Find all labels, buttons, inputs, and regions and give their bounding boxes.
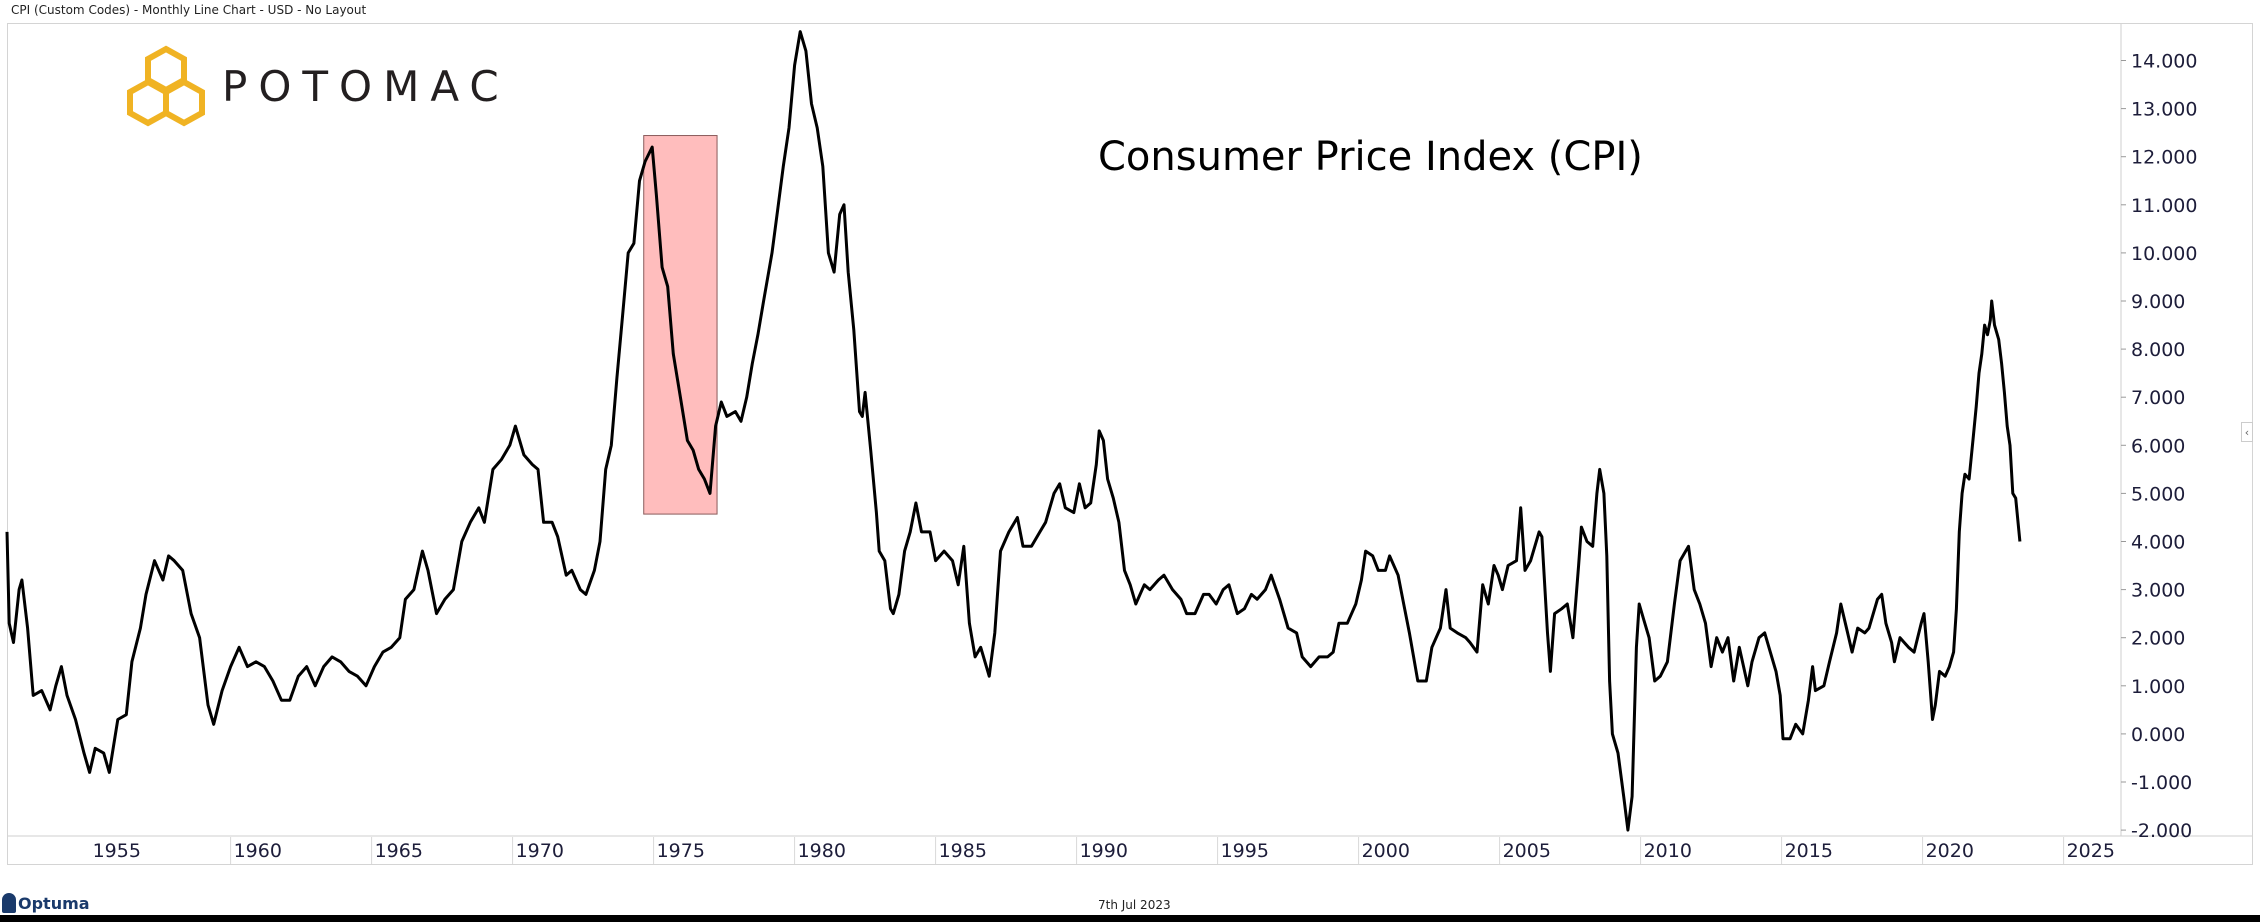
y-tick-label: 7.000	[2131, 387, 2185, 409]
y-tick-label: 1.000	[2131, 676, 2185, 698]
y-tick-label: 2.000	[2131, 628, 2185, 650]
chart-title: Consumer Price Index (CPI)	[1098, 134, 1643, 180]
x-tick-label: 2020	[1926, 840, 1974, 862]
x-tick-label: 1965	[375, 840, 423, 862]
y-tick-label: 3.000	[2131, 580, 2185, 602]
x-tick-label: 2015	[1785, 840, 1833, 862]
optuma-logo: Optuma	[2, 893, 90, 913]
x-tick-label: 2000	[1362, 840, 1410, 862]
x-tick-label: 1970	[516, 840, 564, 862]
cpi-series-line	[5, 30, 2022, 832]
y-tick-label: 11.000	[2131, 195, 2197, 217]
chart-frame	[7, 23, 2253, 865]
y-tick-label: -2.000	[2131, 820, 2192, 842]
y-tick-label: 5.000	[2131, 483, 2185, 505]
x-tick-label: 1955	[93, 840, 141, 862]
x-tick-label: 1980	[798, 840, 846, 862]
y-tick-label: 8.000	[2131, 339, 2185, 361]
x-tick-label: 2010	[1644, 840, 1692, 862]
x-tick-label: 1990	[1080, 840, 1128, 862]
y-tick-label: 10.000	[2131, 243, 2197, 265]
x-tick-label: 2025	[2067, 840, 2115, 862]
optuma-logo-text: Optuma	[18, 893, 90, 913]
x-tick-label: 1995	[1221, 840, 1269, 862]
x-tick-label: 2005	[1503, 840, 1551, 862]
bottom-bar	[0, 915, 2260, 922]
y-tick-label: -1.000	[2131, 772, 2192, 794]
x-tick-label: 1975	[657, 840, 705, 862]
potomac-hexagon-icon	[127, 45, 205, 127]
potomac-brand-text: POTOMAC	[222, 62, 510, 111]
y-tick-label: 9.000	[2131, 291, 2185, 313]
y-tick-label: 0.000	[2131, 724, 2185, 746]
chart-window-title: CPI (Custom Codes) - Monthly Line Chart …	[11, 3, 367, 17]
y-tick-label: 4.000	[2131, 532, 2185, 554]
optuma-logo-mark	[2, 893, 16, 913]
chevron-left-icon: ‹	[2244, 426, 2250, 439]
y-tick-label: 6.000	[2131, 435, 2185, 457]
x-axis[interactable]: 1955 1960 1965 1970 1975 1980 1985 1990 1995 2000…	[93, 837, 2115, 864]
x-tick-label: 1960	[234, 840, 282, 862]
potomac-logo: POTOMAC	[127, 45, 510, 127]
y-tick-label: 12.000	[2131, 147, 2197, 169]
x-tick-label: 1985	[939, 840, 987, 862]
y-tick-label: 13.000	[2131, 99, 2197, 121]
y-tick-label: 14.000	[2131, 51, 2197, 73]
side-panel-toggle[interactable]: ‹	[2241, 422, 2253, 442]
y-axis[interactable]: 14.000 13.000 12.000 11.000 10.000 9.000 8.000…	[2121, 51, 2197, 843]
footer-date: 7th Jul 2023	[1098, 898, 1171, 912]
